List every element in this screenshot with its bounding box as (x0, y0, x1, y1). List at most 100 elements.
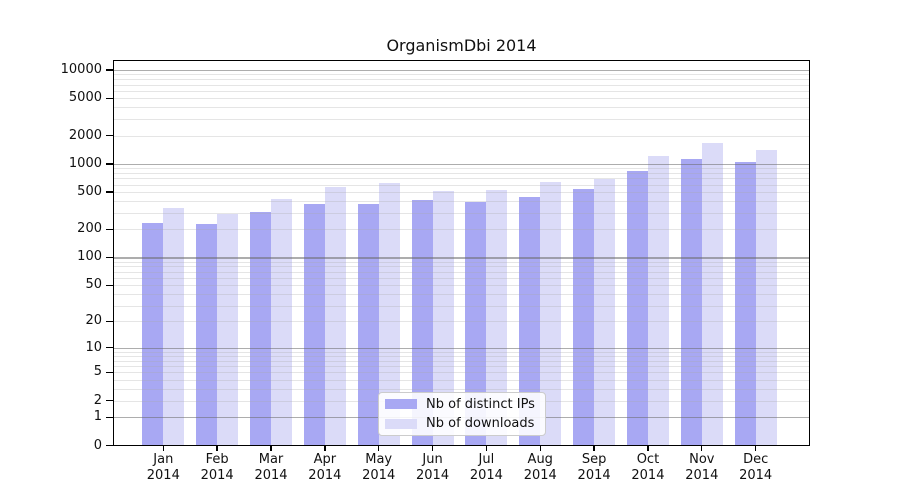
x-tick-mark (270, 446, 272, 451)
x-tick-mark (216, 446, 218, 451)
x-tick-month: Dec (743, 452, 769, 467)
y-tick-mark (106, 416, 113, 418)
minor-gridline (113, 98, 810, 100)
bar-downloads-apr (324, 186, 346, 446)
y-tick-label: 5000 (68, 90, 102, 106)
x-tick-mark (539, 446, 541, 451)
y-tick-mark (106, 320, 113, 323)
x-tick-month: Jul (478, 452, 495, 467)
x-tick-mark (701, 446, 703, 451)
y-tick-label: 10 (85, 339, 102, 355)
bar-ips-jan (142, 222, 164, 446)
y-tick-mark (106, 256, 113, 259)
minor-gridline (113, 351, 810, 353)
minor-gridline (113, 388, 810, 390)
x-tick-label-aug: Aug 2014 (512, 452, 568, 484)
legend-row-ips: Nb of distinct IPs (379, 396, 545, 412)
x-tick-mark (162, 446, 164, 451)
minor-gridline (113, 84, 810, 86)
x-tick-label-sep: Sep 2014 (566, 452, 622, 484)
bar-ips-aug (519, 196, 541, 446)
bar-ips-apr (303, 204, 325, 446)
y-tick-label: 2000 (68, 127, 102, 143)
minor-gridline (113, 135, 810, 137)
x-tick-year: 2014 (362, 468, 396, 483)
x-tick-month: Sep (581, 452, 607, 467)
major-gridline (113, 257, 810, 259)
bar-downloads-jun (432, 190, 454, 446)
x-tick-month: Mar (258, 452, 284, 467)
x-tick-year: 2014 (523, 468, 557, 483)
x-tick-label-jul: Jul 2014 (458, 452, 514, 484)
minor-gridline (113, 271, 810, 273)
y-tick-label: 5 (93, 364, 102, 380)
x-tick-label-nov: Nov 2014 (674, 452, 730, 484)
x-tick-mark (754, 446, 757, 451)
minor-gridline (113, 212, 810, 214)
y-tick-label: 500 (77, 184, 102, 200)
bar-ips-nov (680, 158, 702, 446)
minor-gridline (113, 261, 810, 263)
y-tick-mark (106, 371, 113, 374)
y-tick-label: 20 (85, 313, 102, 329)
minor-gridline (113, 285, 810, 287)
y-tick-label: 0 (93, 437, 102, 453)
x-tick-mark (324, 446, 326, 451)
minor-gridline (113, 184, 810, 186)
y-tick-mark (106, 347, 113, 349)
legend-label-downloads: Nb of downloads (426, 416, 535, 432)
minor-gridline (113, 379, 810, 381)
bar-ips-dec (734, 161, 756, 446)
x-tick-month: May (365, 452, 393, 467)
x-tick-mark (431, 446, 434, 451)
x-tick-year: 2014 (577, 468, 611, 483)
bar-downloads-dec (755, 150, 777, 446)
y-tick-label: 10000 (60, 62, 102, 78)
x-tick-month: Aug (527, 452, 553, 467)
x-tick-year: 2014 (685, 468, 719, 483)
bar-downloads-feb (217, 214, 239, 446)
bar-ips-jun (411, 199, 433, 446)
x-tick-year: 2014 (200, 468, 234, 483)
bar-ips-jul (465, 202, 487, 446)
x-tick-label-jan: Jan 2014 (135, 452, 191, 484)
minor-gridline (113, 172, 810, 174)
bar-downloads-jul (486, 189, 508, 446)
major-gridline (113, 347, 810, 349)
minor-gridline (113, 229, 810, 231)
x-tick-month: Feb (205, 452, 229, 467)
x-tick-year: 2014 (308, 468, 342, 483)
x-tick-label-jun: Jun 2014 (405, 452, 461, 484)
x-tick-month: Nov (689, 452, 715, 467)
minor-gridline (113, 305, 810, 307)
legend-swatch-downloads (385, 418, 417, 429)
minor-gridline (113, 192, 810, 194)
minor-gridline (113, 201, 810, 203)
y-tick-mark (106, 228, 113, 230)
bar-ips-mar (250, 211, 271, 446)
plot-area (113, 60, 810, 446)
x-tick-month: Apr (313, 452, 337, 467)
x-tick-label-mar: Mar 2014 (243, 452, 299, 484)
y-tick-label: 200 (77, 221, 102, 237)
x-tick-mark (485, 446, 488, 451)
minor-gridline (113, 266, 810, 268)
minor-gridline (113, 360, 810, 362)
bar-downloads-nov (701, 143, 723, 446)
y-tick-mark (106, 97, 113, 99)
y-tick-label: 1000 (68, 155, 102, 171)
minor-gridline (113, 366, 810, 368)
bar-downloads-jan (163, 207, 185, 446)
x-tick-label-apr: Apr 2014 (297, 452, 353, 484)
minor-gridline (113, 277, 810, 279)
minor-gridline (113, 178, 810, 180)
x-tick-year: 2014 (631, 468, 665, 483)
x-tick-label-feb: Feb 2014 (189, 452, 245, 484)
legend-label-distinct-ips: Nb of distinct IPs (426, 396, 535, 412)
x-tick-month: Jun (422, 452, 443, 467)
y-tick-mark (106, 163, 113, 165)
x-tick-year: 2014 (254, 468, 288, 483)
y-tick-mark (106, 400, 113, 402)
y-tick-mark (106, 444, 113, 447)
